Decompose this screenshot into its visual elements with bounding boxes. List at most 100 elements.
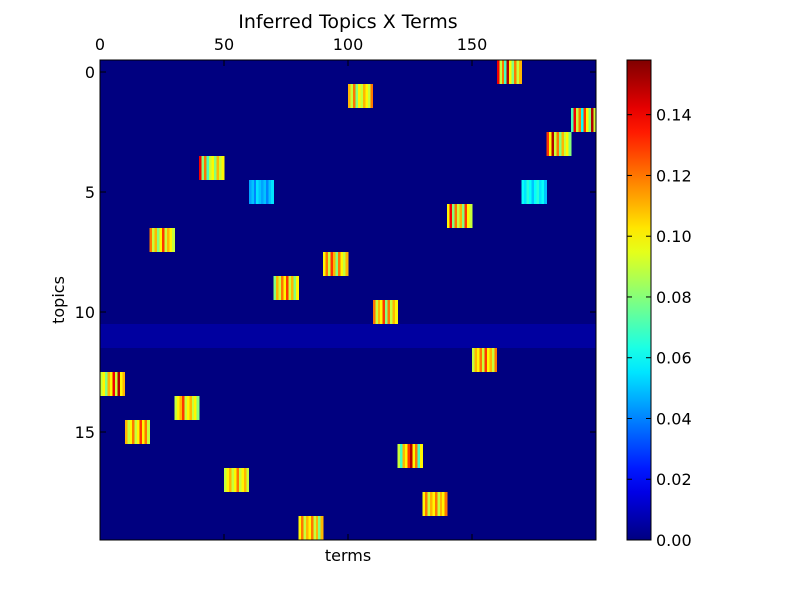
heatmap-cell bbox=[191, 396, 195, 420]
heatmap-cell bbox=[543, 180, 547, 204]
heatmap-cell bbox=[181, 396, 185, 420]
heatmap-cell bbox=[340, 252, 344, 276]
heatmap-cell bbox=[531, 180, 535, 204]
x-tick-label: 50 bbox=[214, 35, 234, 54]
heatmap-cell bbox=[496, 60, 500, 84]
heatmap-cell bbox=[472, 348, 475, 372]
heatmap-cell bbox=[119, 372, 123, 396]
y-axis-label: topics bbox=[49, 276, 68, 324]
heatmap-cell bbox=[224, 468, 227, 492]
heatmap-cell bbox=[410, 444, 413, 468]
heatmap-cell bbox=[576, 108, 580, 132]
heatmap-cell bbox=[345, 252, 349, 276]
heatmap-cell bbox=[352, 84, 356, 108]
heatmap-cell bbox=[231, 468, 235, 492]
heatmap-cell bbox=[553, 132, 557, 156]
heatmap-cell bbox=[199, 156, 203, 180]
heatmap-cell bbox=[253, 180, 257, 204]
heatmap-cell bbox=[243, 468, 247, 492]
heatmap-cell bbox=[268, 180, 272, 204]
heatmap-cell bbox=[593, 108, 597, 132]
heatmap-cell bbox=[122, 372, 126, 396]
heatmap-cell bbox=[343, 252, 346, 276]
heatmap-cell bbox=[206, 156, 210, 180]
colorbar-gradient bbox=[627, 60, 651, 540]
heatmap-cell bbox=[166, 228, 170, 252]
heatmap-cell bbox=[233, 468, 237, 492]
heatmap-cell bbox=[434, 492, 438, 516]
x-axis-label: terms bbox=[325, 546, 371, 565]
heatmap-cell bbox=[102, 372, 106, 396]
heatmap-cell bbox=[362, 84, 366, 108]
heatmap-cell bbox=[534, 180, 537, 204]
heatmap-cell bbox=[196, 396, 200, 420]
heatmap-cell bbox=[402, 444, 406, 468]
heatmap-cell bbox=[573, 108, 577, 132]
heatmap-cell bbox=[581, 108, 584, 132]
heatmap-cell bbox=[338, 252, 341, 276]
heatmap-cell bbox=[462, 204, 465, 228]
heatmap-cell bbox=[100, 372, 103, 396]
heatmap-cell bbox=[444, 492, 448, 516]
heatmap-cell bbox=[139, 420, 143, 444]
heatmap-cell bbox=[452, 204, 456, 228]
heatmap-cell bbox=[350, 84, 354, 108]
heatmap-cell bbox=[419, 444, 423, 468]
heatmap-cell bbox=[194, 396, 198, 420]
heatmap-cell bbox=[107, 372, 111, 396]
heatmap-cell bbox=[412, 444, 416, 468]
heatmap-cell bbox=[526, 180, 530, 204]
heatmap-cell bbox=[457, 204, 460, 228]
heatmap-cell bbox=[365, 84, 369, 108]
heatmap-cell bbox=[238, 468, 242, 492]
heatmap-cell bbox=[320, 516, 324, 540]
heatmap-cell bbox=[152, 228, 155, 252]
heatmap-cell bbox=[439, 492, 443, 516]
heatmap-cell bbox=[315, 516, 319, 540]
heatmap-cell bbox=[476, 348, 480, 372]
heatmap-cell bbox=[323, 252, 327, 276]
heatmap-cell bbox=[417, 444, 421, 468]
x-tick-label: 150 bbox=[457, 35, 488, 54]
heatmap-row-fill bbox=[100, 324, 596, 348]
heatmap-cell bbox=[390, 300, 394, 324]
heatmap-cell bbox=[437, 492, 441, 516]
heatmap-cell bbox=[367, 84, 371, 108]
heatmap-cell bbox=[174, 396, 178, 420]
heatmap-cell bbox=[521, 180, 525, 204]
heatmap-cell bbox=[147, 420, 150, 444]
heatmap-cell bbox=[571, 108, 575, 132]
chart-title: Inferred Topics X Terms bbox=[238, 11, 457, 33]
heatmap-cell bbox=[169, 228, 173, 252]
heatmap-cell bbox=[261, 180, 265, 204]
heatmap-cell bbox=[246, 468, 250, 492]
heatmap-cell bbox=[377, 300, 381, 324]
heatmap-plot-area: 0 50 100 150 0 5 10 15 bbox=[75, 35, 597, 541]
heatmap-cell bbox=[300, 516, 304, 540]
heatmap-cell bbox=[114, 372, 118, 396]
heatmap-cell bbox=[330, 252, 334, 276]
heatmap-cell bbox=[385, 300, 389, 324]
y-tick-label: 10 bbox=[75, 303, 95, 322]
heatmap-cell bbox=[176, 396, 180, 420]
heatmap-cell bbox=[129, 420, 133, 444]
heatmap-cell bbox=[298, 516, 302, 540]
heatmap-cell bbox=[491, 348, 495, 372]
x-tick-label: 0 bbox=[95, 35, 105, 54]
heatmap-cell bbox=[357, 84, 361, 108]
y-tick-label: 5 bbox=[85, 183, 95, 202]
heatmap-cell bbox=[405, 444, 408, 468]
heatmap-cell bbox=[318, 516, 322, 540]
heatmap-cell bbox=[144, 420, 148, 444]
heatmap-cell bbox=[568, 132, 572, 156]
heatmap-cell bbox=[382, 300, 386, 324]
heatmap-cell bbox=[566, 132, 570, 156]
heatmap-cell bbox=[303, 516, 307, 540]
heatmap-cell bbox=[171, 228, 175, 252]
heatmap-cell bbox=[201, 156, 205, 180]
heatmap-cell bbox=[281, 276, 284, 300]
heatmap-cell bbox=[400, 444, 403, 468]
heatmap-cell bbox=[506, 60, 510, 84]
heatmap-cell bbox=[310, 516, 314, 540]
colorbar-frame bbox=[626, 59, 652, 541]
